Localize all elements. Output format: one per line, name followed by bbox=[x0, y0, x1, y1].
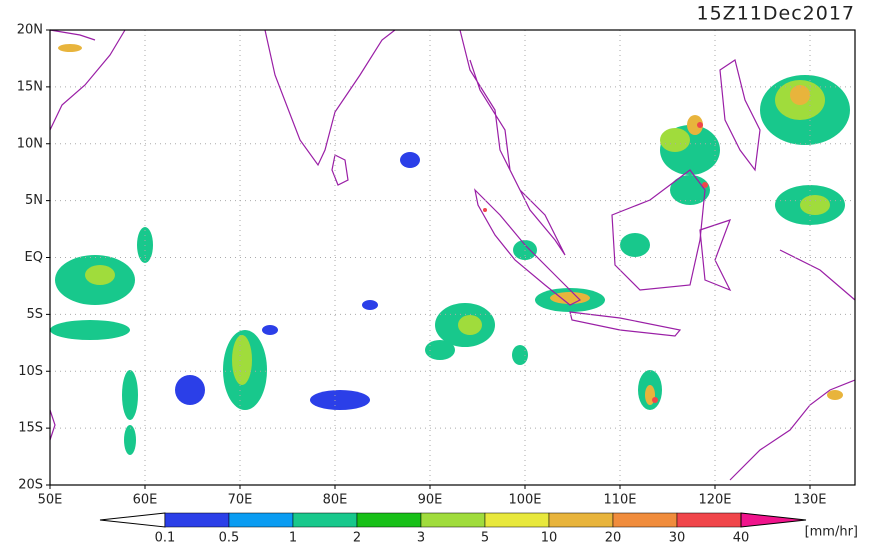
colorbar-tick-label: 0.5 bbox=[219, 531, 240, 544]
colorbar-segment bbox=[356, 512, 422, 528]
colorbar-tick-label: 20 bbox=[605, 531, 622, 544]
colorbar-tick-label: 5 bbox=[481, 531, 489, 544]
lon-label: 130E bbox=[793, 493, 826, 508]
lat-label: 5N bbox=[25, 193, 43, 208]
lon-label: 120E bbox=[698, 493, 731, 508]
lat-label: 15N bbox=[17, 79, 43, 94]
colorbar-tick-label: 10 bbox=[541, 531, 558, 544]
colorbar-segment bbox=[484, 512, 550, 528]
lat-label: 10N bbox=[17, 136, 43, 151]
lat-label: 20S bbox=[18, 478, 43, 493]
lon-label: 80E bbox=[323, 493, 348, 508]
lat-label: EQ bbox=[25, 250, 43, 265]
colorbar-unit: [mm/hr] bbox=[805, 525, 858, 540]
title: 15Z11Dec2017 bbox=[697, 3, 856, 25]
colorbar-segment bbox=[548, 512, 614, 528]
lat-label: 10S bbox=[18, 364, 43, 379]
colorbar-tick-label: 40 bbox=[733, 531, 750, 544]
precipitation bbox=[50, 44, 850, 455]
lat-label: 15S bbox=[18, 421, 43, 436]
colorbar-segment bbox=[292, 512, 358, 528]
lon-label: 50E bbox=[38, 493, 63, 508]
lon-label: 70E bbox=[228, 493, 253, 508]
colorbar-segment bbox=[164, 512, 230, 528]
colorbar-segment bbox=[676, 512, 742, 528]
lon-label: 60E bbox=[133, 493, 158, 508]
grid bbox=[50, 30, 855, 485]
lon-label: 110E bbox=[603, 493, 636, 508]
colorbar-over bbox=[740, 512, 807, 528]
lon-label: 90E bbox=[418, 493, 443, 508]
lon-label: 100E bbox=[508, 493, 541, 508]
colorbar-tick-label: 2 bbox=[353, 531, 361, 544]
colorbar-tick-label: 30 bbox=[669, 531, 686, 544]
colorbar-segment bbox=[420, 512, 486, 528]
colorbar-segment bbox=[612, 512, 678, 528]
colorbar-tick-label: 0.1 bbox=[155, 531, 176, 544]
lat-label: 20N bbox=[17, 23, 43, 38]
coastlines bbox=[49, 29, 856, 481]
colorbar-segment bbox=[228, 512, 294, 528]
lat-label: 5S bbox=[26, 307, 43, 322]
colorbar: 0.1 0.5 1 2 3 5 10 20 30 40 [mm/hr] bbox=[99, 512, 858, 544]
colorbar-under bbox=[99, 512, 166, 528]
colorbar-tick-label: 1 bbox=[289, 531, 297, 544]
colorbar-tick-label: 3 bbox=[417, 531, 425, 544]
